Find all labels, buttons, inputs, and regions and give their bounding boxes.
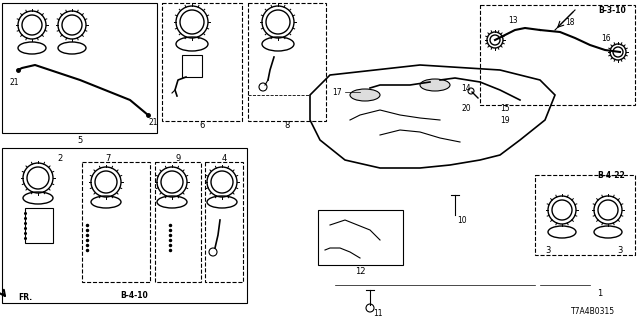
Text: B-3-10: B-3-10	[598, 5, 626, 14]
Text: 9: 9	[175, 154, 180, 163]
Text: 5: 5	[77, 135, 83, 145]
Text: 7: 7	[106, 154, 111, 163]
Text: 17: 17	[332, 87, 342, 97]
Text: 16: 16	[601, 34, 611, 43]
Text: 6: 6	[199, 121, 205, 130]
Text: 13: 13	[508, 15, 518, 25]
Bar	[248, 3, 326, 121]
Text: 20: 20	[461, 103, 471, 113]
Bar	[182, 55, 202, 77]
Bar	[2, 148, 247, 303]
Bar	[155, 162, 201, 282]
Text: FR.: FR.	[18, 293, 32, 302]
Bar	[205, 162, 243, 282]
Text: T7A4B0315: T7A4B0315	[571, 308, 615, 316]
Bar	[480, 5, 635, 105]
Text: 15: 15	[500, 103, 510, 113]
Text: B-4-10: B-4-10	[120, 291, 148, 300]
Text: 8: 8	[284, 121, 290, 130]
Text: 14: 14	[461, 84, 471, 92]
Bar	[318, 210, 403, 265]
Ellipse shape	[350, 89, 380, 101]
Text: 4: 4	[221, 154, 227, 163]
Text: 10: 10	[457, 215, 467, 225]
Text: 19: 19	[500, 116, 510, 124]
Text: 21: 21	[148, 117, 157, 126]
Text: 3: 3	[618, 245, 623, 254]
Text: 1: 1	[597, 289, 603, 298]
Text: 2: 2	[58, 154, 63, 163]
Bar	[82, 162, 150, 282]
Text: 3: 3	[545, 245, 550, 254]
Bar	[2, 3, 157, 133]
Bar	[162, 3, 242, 121]
Bar	[535, 175, 635, 255]
Text: 21: 21	[9, 77, 19, 86]
Text: 12: 12	[355, 268, 365, 276]
Text: 11: 11	[373, 308, 383, 317]
Text: B-4-22: B-4-22	[597, 171, 625, 180]
Bar	[25, 208, 53, 243]
Text: 18: 18	[565, 18, 575, 27]
Ellipse shape	[420, 79, 450, 91]
